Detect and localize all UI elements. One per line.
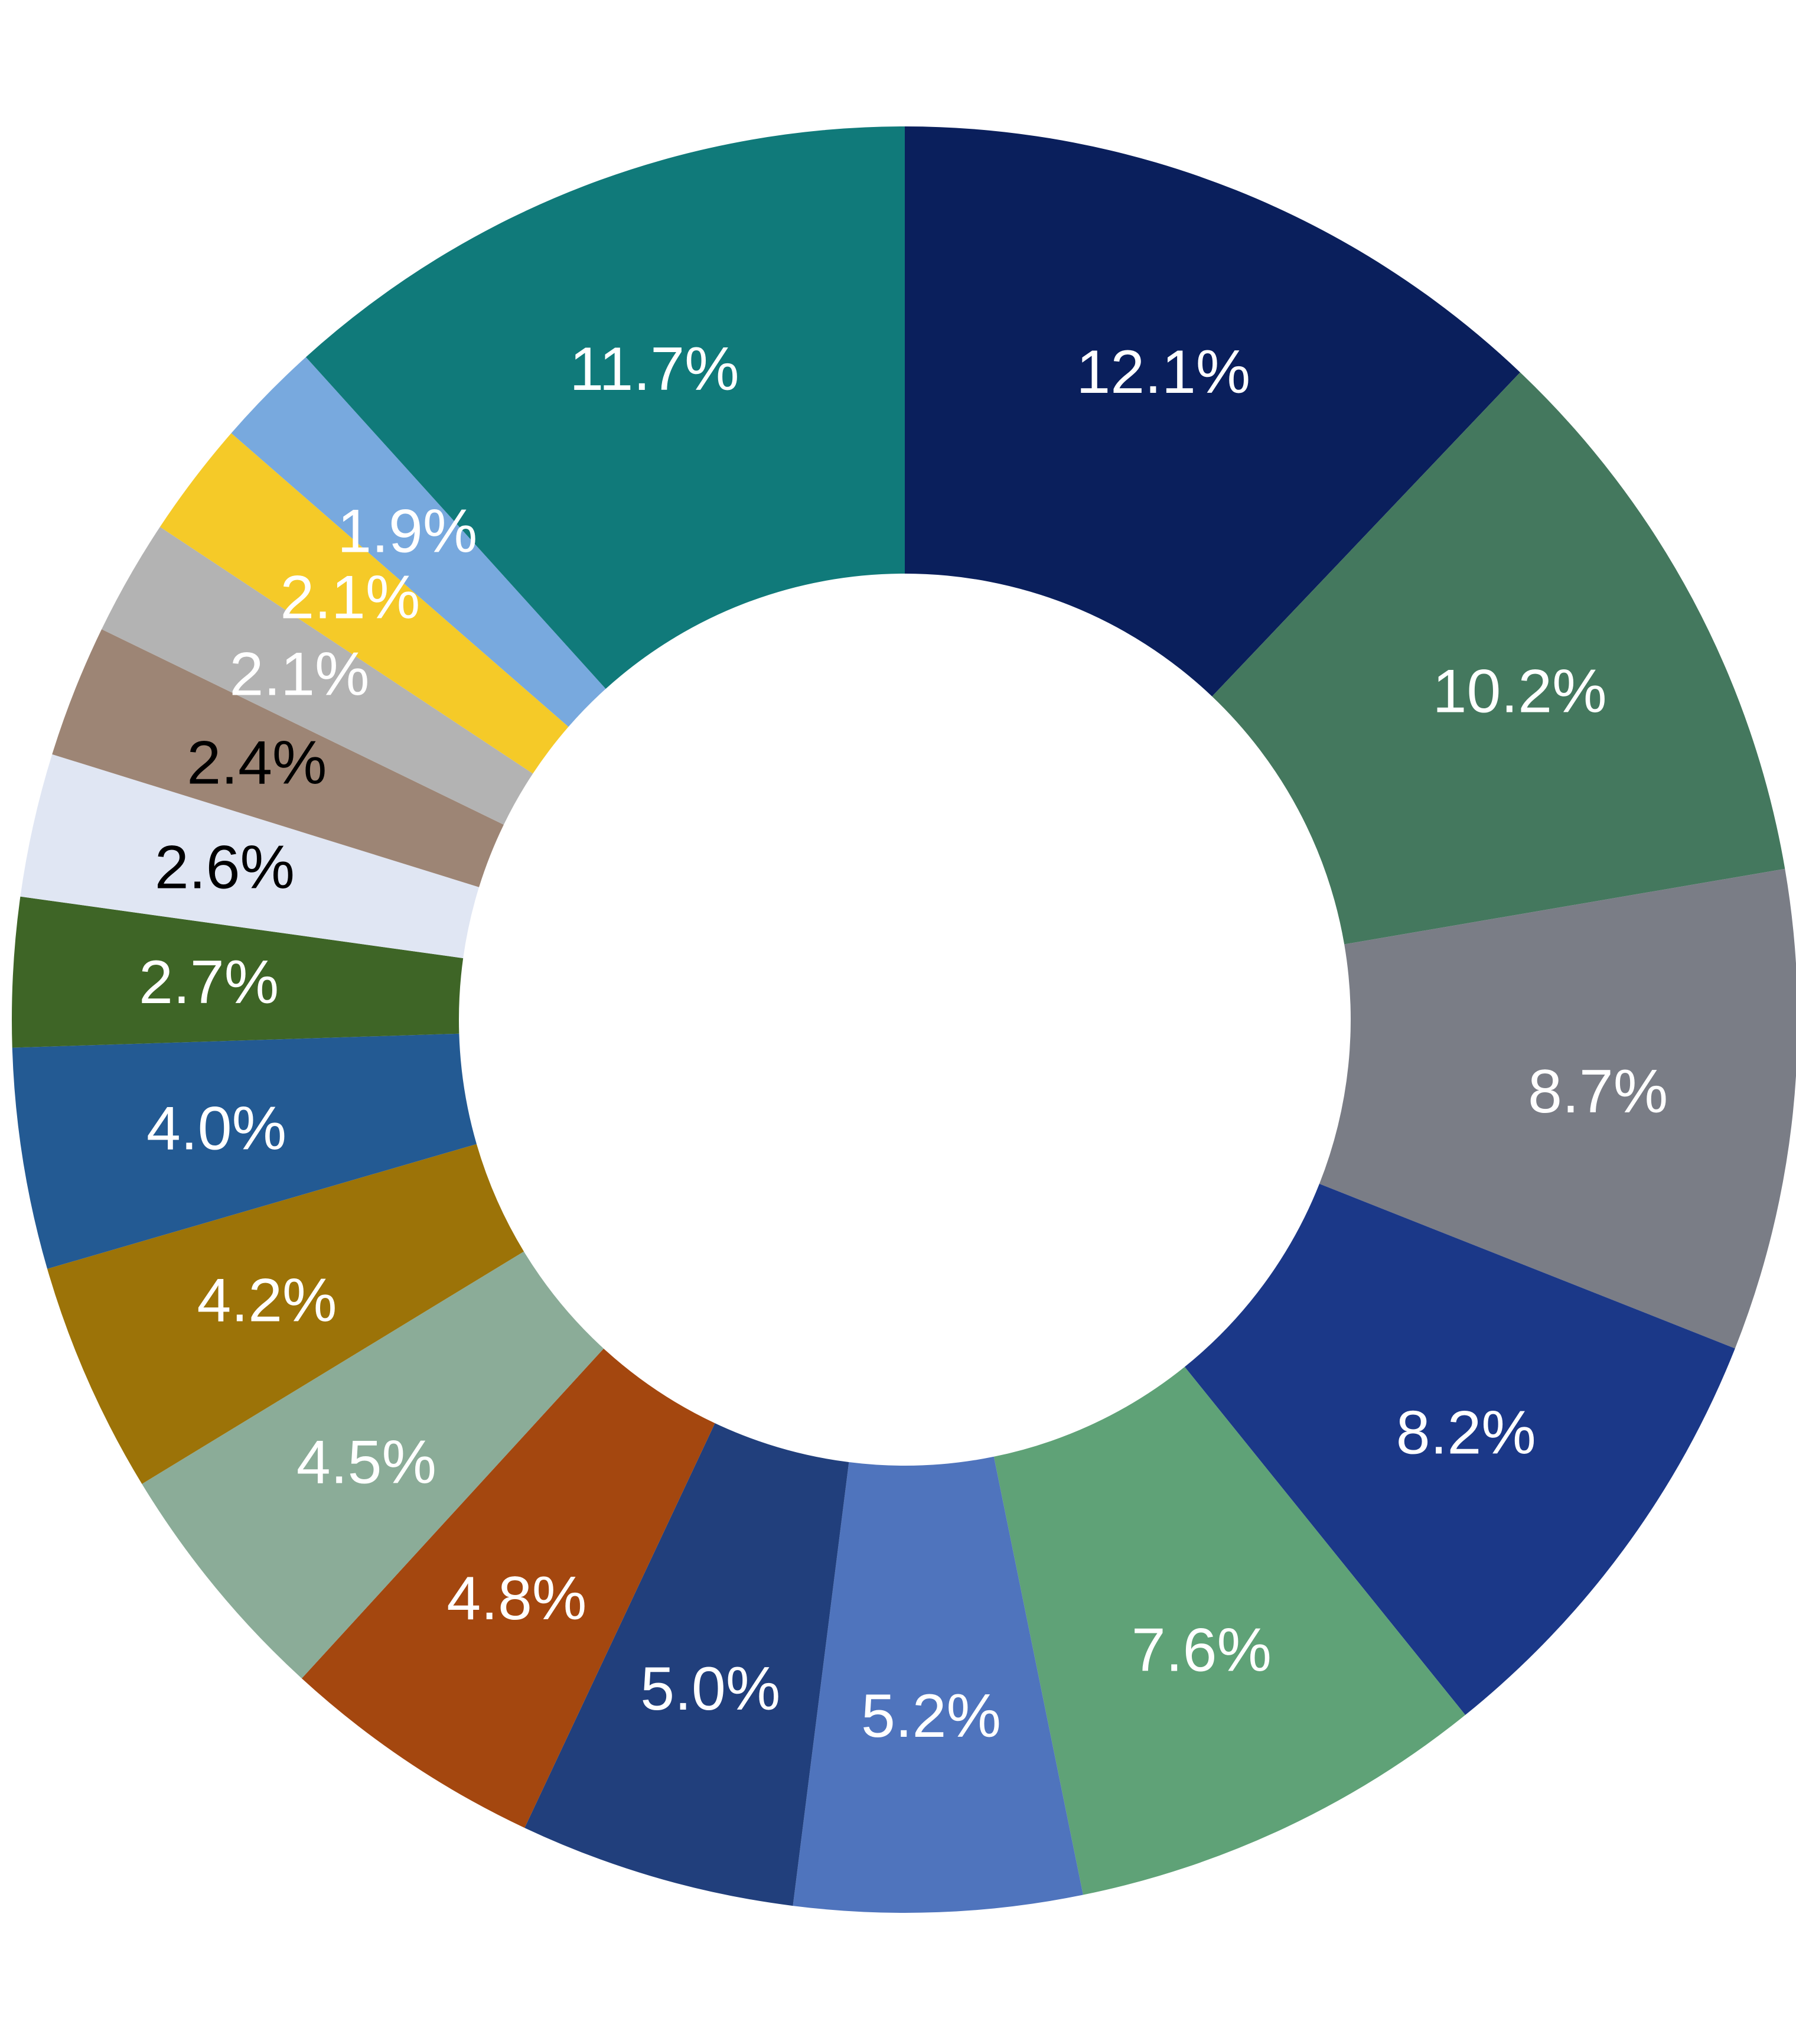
slice-label-15: 2.1%: [229, 640, 369, 708]
slice-label-4: 8.2%: [1396, 1399, 1536, 1467]
slice-label-12: 2.7%: [139, 948, 279, 1017]
slice-label-13: 2.6%: [155, 834, 295, 902]
slice-label-17: 1.9%: [337, 497, 477, 566]
slice-label-5: 7.6%: [1132, 1616, 1272, 1685]
donut-slice-12: [11, 896, 464, 1048]
slice-label-16: 2.1%: [280, 564, 420, 632]
donut-slice-17: [231, 357, 606, 727]
donut-slice-13: [20, 754, 480, 958]
donut-slice-2: [1212, 372, 1785, 945]
donut-slice-3: [1319, 868, 1796, 1349]
donut-slice-1: [905, 126, 1520, 696]
donut-labels: 12.1% 10.2% 8.7% 8.2% 7.6% 5.2% 5.0% 4.8%4.5% 4.…: [139, 335, 1668, 1750]
slice-label-3: 8.7%: [1528, 1057, 1668, 1126]
donut-slice-11: [12, 1033, 477, 1269]
slice-label-10: 4.2%: [197, 1266, 337, 1335]
slice-label-8: 4.8%: [446, 1564, 586, 1633]
slice-label-2: 10.2%: [1433, 658, 1607, 726]
donut-slice-6: [793, 1456, 1083, 1913]
slice-label-9: 4.5%: [296, 1428, 436, 1496]
slice-label-14: 2.4%: [187, 729, 327, 798]
donut-slices: [11, 126, 1796, 1913]
donut-slice-14: [52, 629, 504, 887]
donut-slice-5: [993, 1366, 1466, 1895]
slice-label-6: 5.2%: [861, 1682, 1001, 1750]
slice-label-7: 5.0%: [640, 1655, 780, 1723]
donut-slice-4: [1184, 1183, 1735, 1716]
donut-slice-9: [142, 1251, 604, 1679]
donut-slice-18: [305, 126, 905, 689]
donut-slice-16: [159, 433, 569, 774]
donut-slice-15: [102, 526, 533, 825]
slice-label-1: 12.1%: [1076, 338, 1250, 406]
donut-slice-7: [524, 1423, 849, 1906]
donut-slice-10: [47, 1144, 524, 1484]
donut-slice-8: [301, 1348, 715, 1828]
slice-label-18: 11.7%: [569, 335, 739, 403]
slice-label-11: 4.0%: [146, 1095, 286, 1163]
